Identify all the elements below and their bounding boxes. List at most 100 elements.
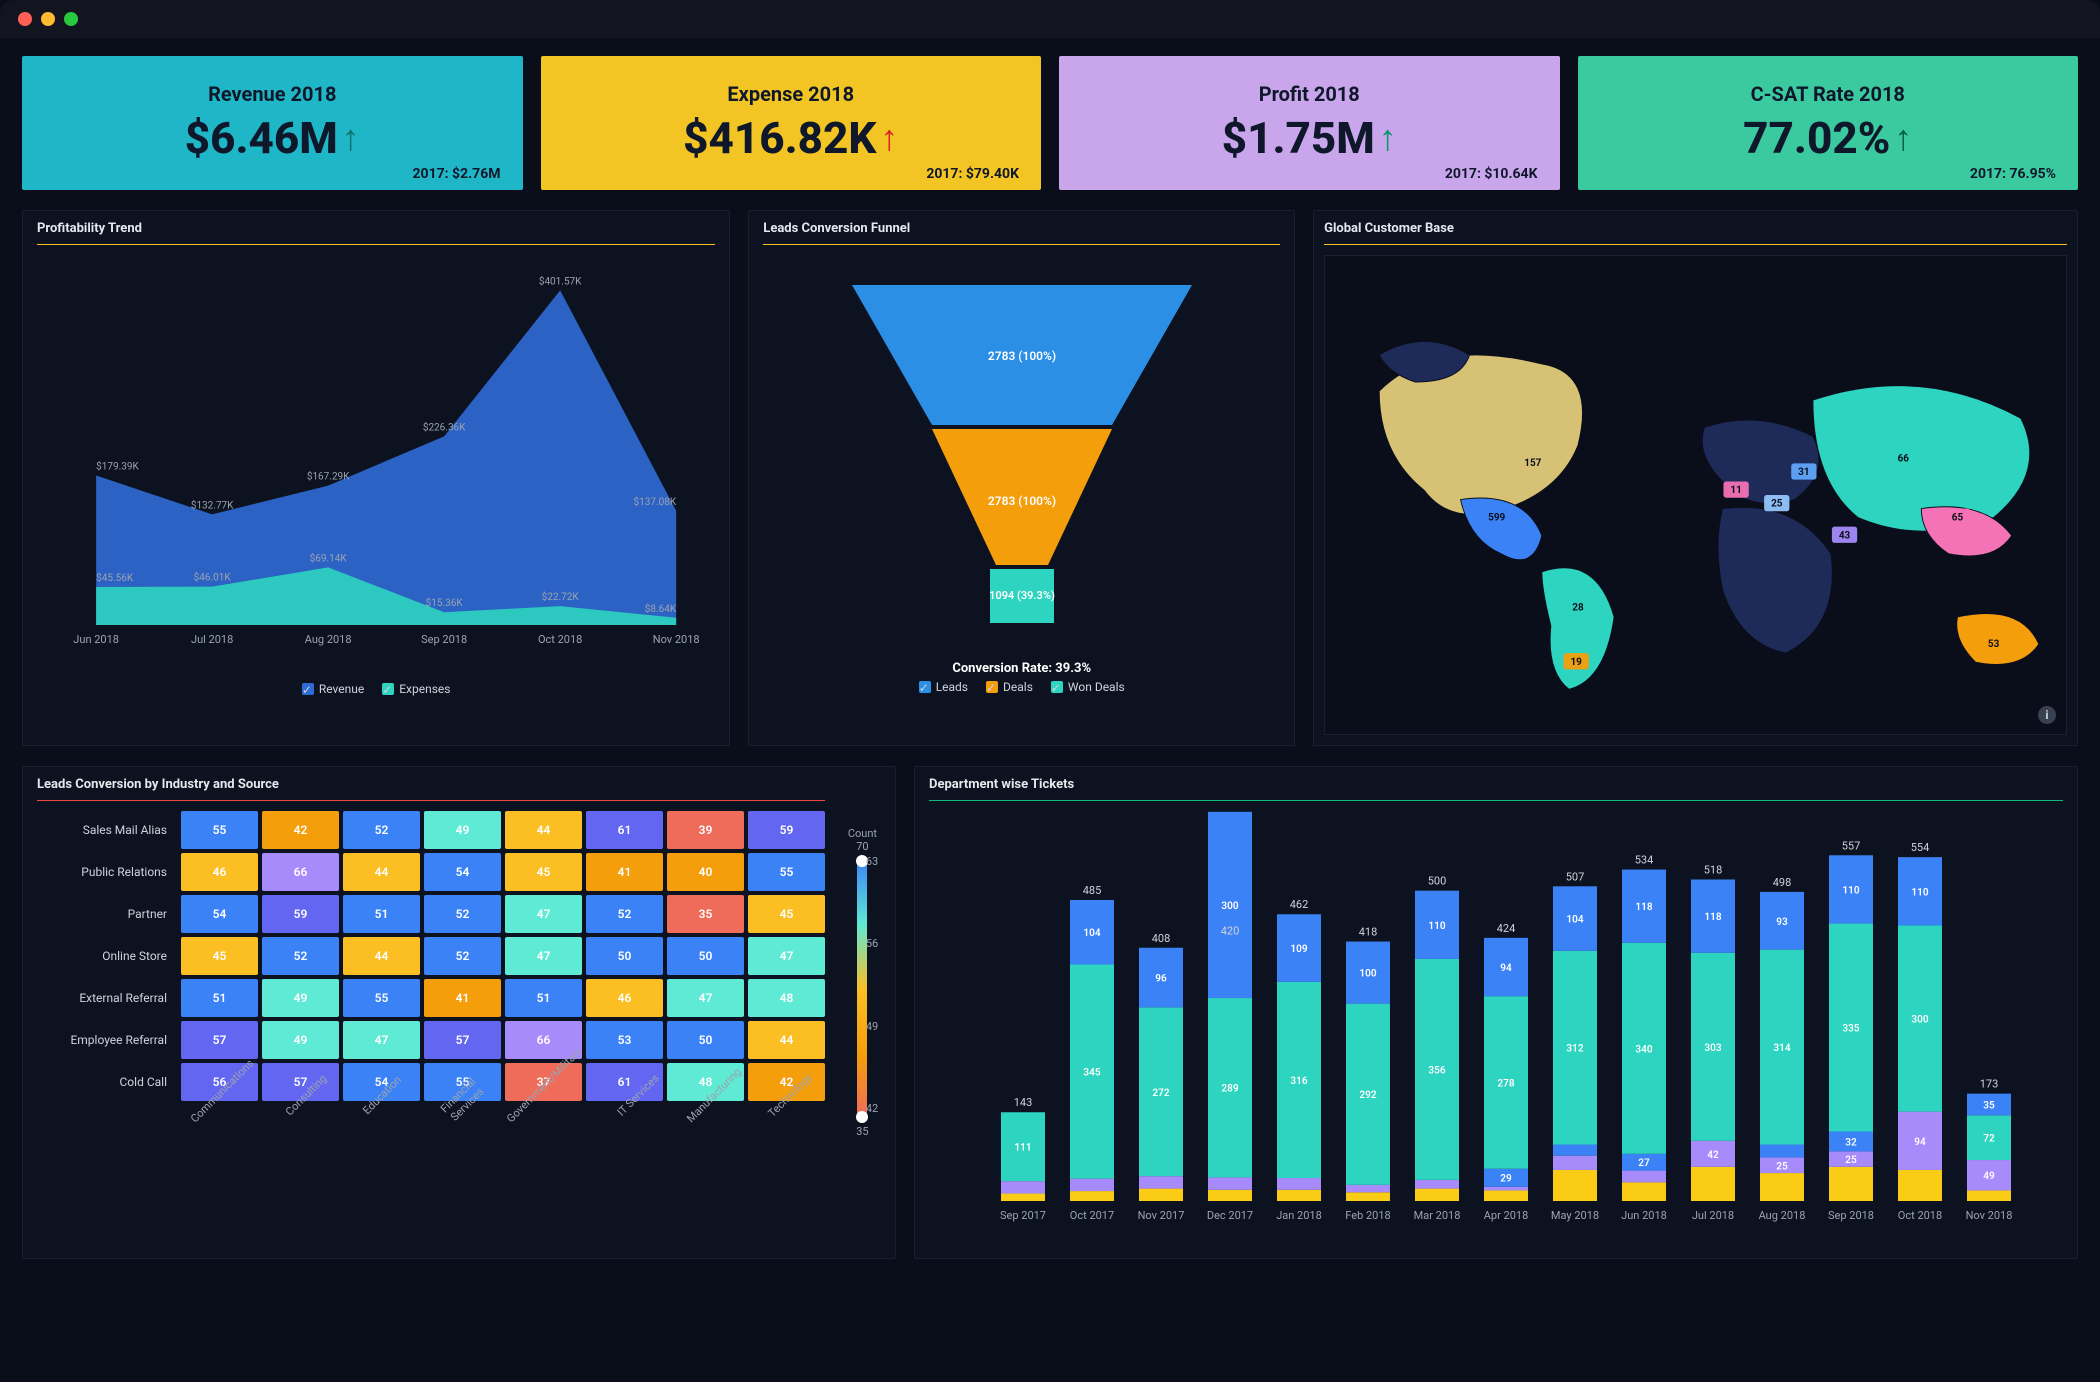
heatmap-cell[interactable]: 47	[505, 937, 582, 975]
svg-text:2783 (100%): 2783 (100%)	[988, 494, 1056, 508]
heatmap-cell[interactable]: 59	[748, 811, 825, 849]
heatmap-cell[interactable]: 52	[343, 811, 420, 849]
svg-text:Nov 2017: Nov 2017	[1138, 1209, 1185, 1222]
heatmap-cell[interactable]: 48	[748, 979, 825, 1017]
heatmap-cell[interactable]: 50	[667, 1021, 744, 1059]
bar-segment[interactable]	[1829, 1167, 1873, 1201]
bar-segment[interactable]	[1484, 1187, 1528, 1191]
heatmap-cell[interactable]: 44	[343, 853, 420, 891]
heatmap-cell[interactable]: 47	[667, 979, 744, 1017]
kpi-card[interactable]: C-SAT Rate 2018 77.02%↑ 2017: 76.95%	[1578, 56, 2079, 190]
heatmap-cell[interactable]: 46	[586, 979, 663, 1017]
heatmap-cell[interactable]: 49	[262, 979, 339, 1017]
svg-text:314: 314	[1773, 1043, 1790, 1054]
svg-text:300: 300	[1221, 901, 1238, 912]
heatmap-cell[interactable]: 42	[262, 811, 339, 849]
heatmap-cell[interactable]: 54	[181, 895, 258, 933]
maximize-icon[interactable]	[64, 12, 78, 26]
legend-item[interactable]: ✓Leads	[919, 680, 968, 694]
heatmap-cell[interactable]: 61	[586, 811, 663, 849]
kpi-value: $416.82K↑	[683, 112, 898, 164]
heatmap-row-label: Cold Call	[37, 1063, 177, 1101]
heatmap-cell[interactable]: 45	[181, 937, 258, 975]
heatmap-cell[interactable]: 35	[667, 895, 744, 933]
heatmap-cell[interactable]: 52	[424, 895, 501, 933]
heatmap-cell[interactable]: 55	[343, 979, 420, 1017]
heatmap-cell[interactable]: 45	[748, 895, 825, 933]
legend-item[interactable]: ✓Expenses	[382, 682, 450, 696]
heatmap-cell[interactable]: 47	[343, 1021, 420, 1059]
bar-segment[interactable]	[1622, 1182, 1666, 1201]
heatmap-cell[interactable]: 52	[424, 937, 501, 975]
bar-segment[interactable]	[1415, 1189, 1459, 1201]
legend-item[interactable]: ✓Revenue	[302, 682, 364, 696]
heatmap-cell[interactable]: 47	[748, 937, 825, 975]
heatmap-cell[interactable]: 52	[262, 937, 339, 975]
svg-text:500: 500	[1428, 875, 1447, 888]
heatmap-cell[interactable]: 45	[505, 853, 582, 891]
heatmap-cell[interactable]: 57	[424, 1021, 501, 1059]
heatmap-cell[interactable]: 41	[586, 853, 663, 891]
heatmap-cell[interactable]: 47	[505, 895, 582, 933]
kpi-value: 77.02%↑	[1743, 112, 1912, 164]
svg-text:93: 93	[1776, 917, 1788, 928]
heatmap-cell[interactable]: 54	[424, 853, 501, 891]
info-icon[interactable]: i	[2038, 706, 2056, 724]
kpi-card[interactable]: Revenue 2018 $6.46M↑ 2017: $2.76M	[22, 56, 523, 190]
heatmap-cell[interactable]: 50	[667, 937, 744, 975]
svg-text:66: 66	[1898, 454, 1910, 465]
minimize-icon[interactable]	[41, 12, 55, 26]
heatmap-cell[interactable]: 59	[262, 895, 339, 933]
bar-segment[interactable]	[1070, 1179, 1114, 1191]
bar-segment[interactable]	[1898, 1170, 1942, 1201]
legend-item[interactable]: ✓Won Deals	[1051, 680, 1125, 694]
bar-segment[interactable]	[1139, 1176, 1183, 1188]
heatmap-cell[interactable]: 41	[424, 979, 501, 1017]
heatmap-cell[interactable]: 52	[586, 895, 663, 933]
kpi-card[interactable]: Profit 2018 $1.75M↑ 2017: $10.64K	[1059, 56, 1560, 190]
bar-segment[interactable]	[1622, 1171, 1666, 1183]
heatmap-cell[interactable]: 57	[181, 1021, 258, 1059]
heatmap-cell[interactable]: 55	[748, 853, 825, 891]
bar-segment[interactable]	[1346, 1185, 1390, 1192]
bar-segment[interactable]	[1346, 1192, 1390, 1201]
bar-segment[interactable]	[1553, 1145, 1597, 1156]
heatmap-cell[interactable]: 40	[667, 853, 744, 891]
bar-segment[interactable]	[1415, 1180, 1459, 1189]
bar-segment[interactable]	[1277, 1190, 1321, 1201]
heatmap-cell[interactable]: 44	[505, 811, 582, 849]
heatmap-cell[interactable]: 49	[424, 811, 501, 849]
bar-segment[interactable]	[1001, 1181, 1045, 1193]
bar-segment[interactable]	[1760, 1145, 1804, 1158]
bar-segment[interactable]	[1484, 1190, 1528, 1201]
heatmap-cell[interactable]: 39	[667, 811, 744, 849]
heatmap-cell[interactable]: 53	[586, 1021, 663, 1059]
legend-item[interactable]: ✓Deals	[986, 680, 1033, 694]
heatmap-cell[interactable]: 46	[181, 853, 258, 891]
svg-text:Oct 2017: Oct 2017	[1070, 1209, 1114, 1222]
bar-segment[interactable]	[1139, 1189, 1183, 1201]
heatmap-cell[interactable]: 49	[262, 1021, 339, 1059]
close-icon[interactable]	[18, 12, 32, 26]
bar-segment[interactable]	[1553, 1170, 1597, 1201]
bar-segment[interactable]	[1967, 1190, 2011, 1201]
svg-text:272: 272	[1152, 1088, 1169, 1099]
bar-segment[interactable]	[1277, 1178, 1321, 1190]
bar-segment[interactable]	[1001, 1194, 1045, 1201]
heatmap-cell[interactable]: 51	[343, 895, 420, 933]
heatmap-cell[interactable]: 51	[505, 979, 582, 1017]
bar-segment[interactable]	[1208, 1190, 1252, 1201]
bar-segment[interactable]	[1691, 1167, 1735, 1201]
heatmap-cell[interactable]: 51	[181, 979, 258, 1017]
heatmap-cell[interactable]: 44	[343, 937, 420, 975]
kpi-card[interactable]: Expense 2018 $416.82K↑ 2017: $79.40K	[541, 56, 1042, 190]
heatmap-cell[interactable]: 44	[748, 1021, 825, 1059]
svg-text:Dec 2017: Dec 2017	[1207, 1209, 1253, 1222]
heatmap-cell[interactable]: 55	[181, 811, 258, 849]
bar-segment[interactable]	[1553, 1156, 1597, 1170]
heatmap-cell[interactable]: 50	[586, 937, 663, 975]
heatmap-cell[interactable]: 66	[262, 853, 339, 891]
bar-segment[interactable]	[1760, 1173, 1804, 1201]
bar-segment[interactable]	[1070, 1191, 1114, 1201]
bar-segment[interactable]	[1208, 1177, 1252, 1189]
